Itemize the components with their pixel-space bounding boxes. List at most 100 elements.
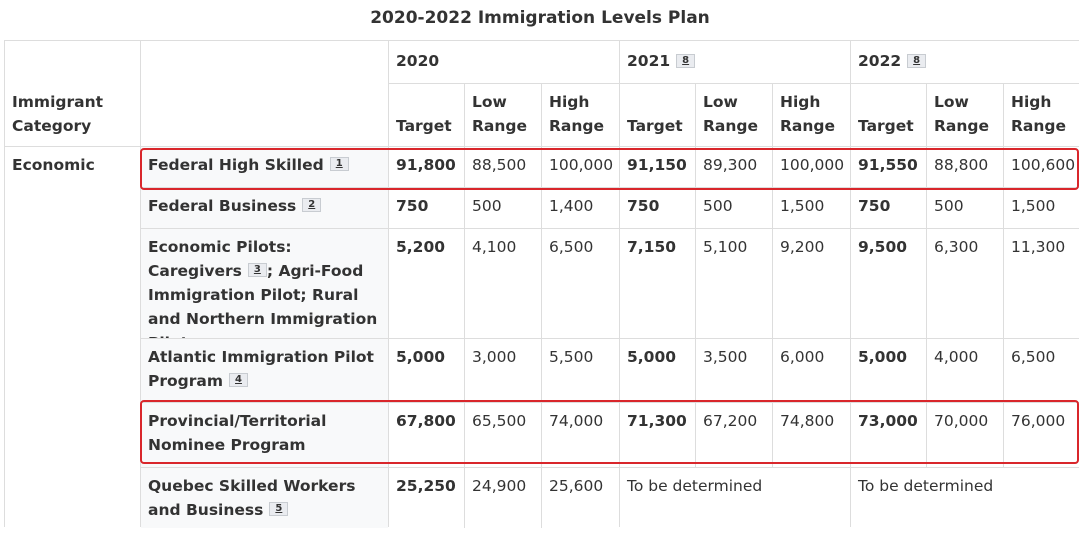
program-label: Provincial/Territorial Nominee Program xyxy=(148,412,327,454)
subheaders-2020: Target Low Range High Range xyxy=(389,84,619,146)
target-value: 71,300 xyxy=(620,403,695,467)
footnote-link[interactable]: 1 xyxy=(329,157,349,171)
high-value: 6,000 xyxy=(773,339,850,402)
values-2022: 91,550 88,800 100,600 xyxy=(851,147,1080,187)
high-value: 76,000 xyxy=(1004,403,1080,467)
target-header: Target xyxy=(620,84,695,146)
high-value: 6,500 xyxy=(542,229,619,338)
high-value: 100,600 xyxy=(1004,147,1080,187)
low-value: 4,100 xyxy=(465,229,541,338)
target-value: 73,000 xyxy=(851,403,926,467)
target-value: 91,550 xyxy=(851,147,926,187)
program-label-continued: ; Agri-Food Immigration Pilot; Rural and… xyxy=(148,262,378,338)
high-range-header: High Range xyxy=(542,84,619,146)
high-value: 5,500 xyxy=(542,339,619,402)
program-quebec-skilled-workers: Quebec Skilled Workers and Business 5 xyxy=(141,468,388,528)
target-value: 67,800 xyxy=(389,403,464,467)
values-2022: 5,000 4,000 6,500 xyxy=(851,339,1080,402)
immigrant-category-header: Immigrant Category xyxy=(5,41,140,146)
program-federal-high-skilled: Federal High Skilled 1 xyxy=(141,147,388,187)
footnote-link[interactable]: 4 xyxy=(229,373,248,387)
year-header-2020: 2020 xyxy=(389,41,619,83)
target-value: 7,150 xyxy=(620,229,695,338)
low-range-header: Low Range xyxy=(465,84,541,146)
values-2022: 750 500 1,500 xyxy=(851,188,1080,228)
low-value: 88,500 xyxy=(465,147,541,187)
year-label: 2020 xyxy=(396,52,440,70)
low-value: 3,500 xyxy=(696,339,772,402)
program-header xyxy=(141,41,388,146)
year-header-2022: 2022 8 xyxy=(851,41,1080,83)
program-atlantic-immigration-pilot: Atlantic Immigration Pilot Program 4 xyxy=(141,339,388,402)
year-label: 2021 xyxy=(627,52,671,70)
program-label: Atlantic Immigration Pilot Program xyxy=(148,348,374,390)
low-value: 5,100 xyxy=(696,229,772,338)
target-header: Target xyxy=(389,84,464,146)
values-2020: 67,800 65,500 74,000 xyxy=(389,403,619,467)
values-2021-tbd: To be determined xyxy=(620,468,850,528)
values-2020: 25,250 24,900 25,600 xyxy=(389,468,619,528)
subheaders-2021: Target Low Range High Range xyxy=(620,84,850,146)
target-value: 5,000 xyxy=(620,339,695,402)
subheaders-2022: Target Low Range High Range xyxy=(851,84,1080,146)
values-2021: 7,150 5,100 9,200 xyxy=(620,229,850,338)
high-value: 74,800 xyxy=(773,403,850,467)
low-range-header: Low Range xyxy=(927,84,1003,146)
low-value: 24,900 xyxy=(465,468,541,528)
low-value: 89,300 xyxy=(696,147,772,187)
program-label: Federal Business xyxy=(148,197,297,215)
table-row-empty xyxy=(5,529,140,541)
target-value: 750 xyxy=(620,188,695,228)
program-label: Federal High Skilled xyxy=(148,156,324,174)
low-value: 500 xyxy=(927,188,1003,228)
program-economic-pilots: Economic Pilots: Caregivers 3; Agri-Food … xyxy=(141,229,388,338)
footnote-link[interactable]: 8 xyxy=(907,54,927,68)
footnote-link[interactable]: 5 xyxy=(269,502,289,516)
immigration-levels-table: Immigrant Category 2020 2021 8 2022 8 Targ… xyxy=(4,40,1080,541)
footnote-link[interactable]: 3 xyxy=(247,263,267,277)
high-value: 1,400 xyxy=(542,188,619,228)
low-value: 4,000 xyxy=(927,339,1003,402)
program-federal-business: Federal Business 2 xyxy=(141,188,388,228)
high-value: 11,300 xyxy=(1004,229,1080,338)
target-value: 5,000 xyxy=(389,339,464,402)
target-value: 91,800 xyxy=(389,147,464,187)
footnote-link[interactable]: 8 xyxy=(676,54,696,68)
target-header: Target xyxy=(851,84,926,146)
low-value: 500 xyxy=(696,188,772,228)
table-row-empty xyxy=(620,529,850,541)
low-value: 88,800 xyxy=(927,147,1003,187)
program-label: Economic Pilots: Caregivers xyxy=(148,238,292,280)
target-value: 5,000 xyxy=(851,339,926,402)
high-value: 100,000 xyxy=(542,147,619,187)
values-2021: 71,300 67,200 74,800 xyxy=(620,403,850,467)
high-range-header: High Range xyxy=(773,84,850,146)
high-value: 1,500 xyxy=(1004,188,1080,228)
values-2021: 91,150 89,300 100,000 xyxy=(620,147,850,187)
target-value: 91,150 xyxy=(620,147,695,187)
low-range-header: Low Range xyxy=(696,84,772,146)
values-2022: 73,000 70,000 76,000 xyxy=(851,403,1080,467)
values-2022-tbd: To be determined xyxy=(851,468,1080,528)
low-value: 500 xyxy=(465,188,541,228)
high-value: 25,600 xyxy=(542,468,619,528)
target-value: 9,500 xyxy=(851,229,926,338)
year-label: 2022 xyxy=(858,52,902,70)
high-range-header: High Range xyxy=(1004,84,1080,146)
low-value: 67,200 xyxy=(696,403,772,467)
values-2020: 91,800 88,500 100,000 xyxy=(389,147,619,187)
high-value: 74,000 xyxy=(542,403,619,467)
values-2020: 5,200 4,100 6,500 xyxy=(389,229,619,338)
high-value: 1,500 xyxy=(773,188,850,228)
low-value: 65,500 xyxy=(465,403,541,467)
program-provincial-nominee: Provincial/Territorial Nominee Program xyxy=(141,403,388,467)
program-label: Quebec Skilled Workers and Business xyxy=(148,477,356,519)
high-value: 6,500 xyxy=(1004,339,1080,402)
low-value: 6,300 xyxy=(927,229,1003,338)
footnote-link[interactable]: 2 xyxy=(302,198,322,212)
high-value: 9,200 xyxy=(773,229,850,338)
values-2021: 750 500 1,500 xyxy=(620,188,850,228)
values-2022: 9,500 6,300 11,300 xyxy=(851,229,1080,338)
year-header-2021: 2021 8 xyxy=(620,41,850,83)
high-value: 100,000 xyxy=(773,147,850,187)
